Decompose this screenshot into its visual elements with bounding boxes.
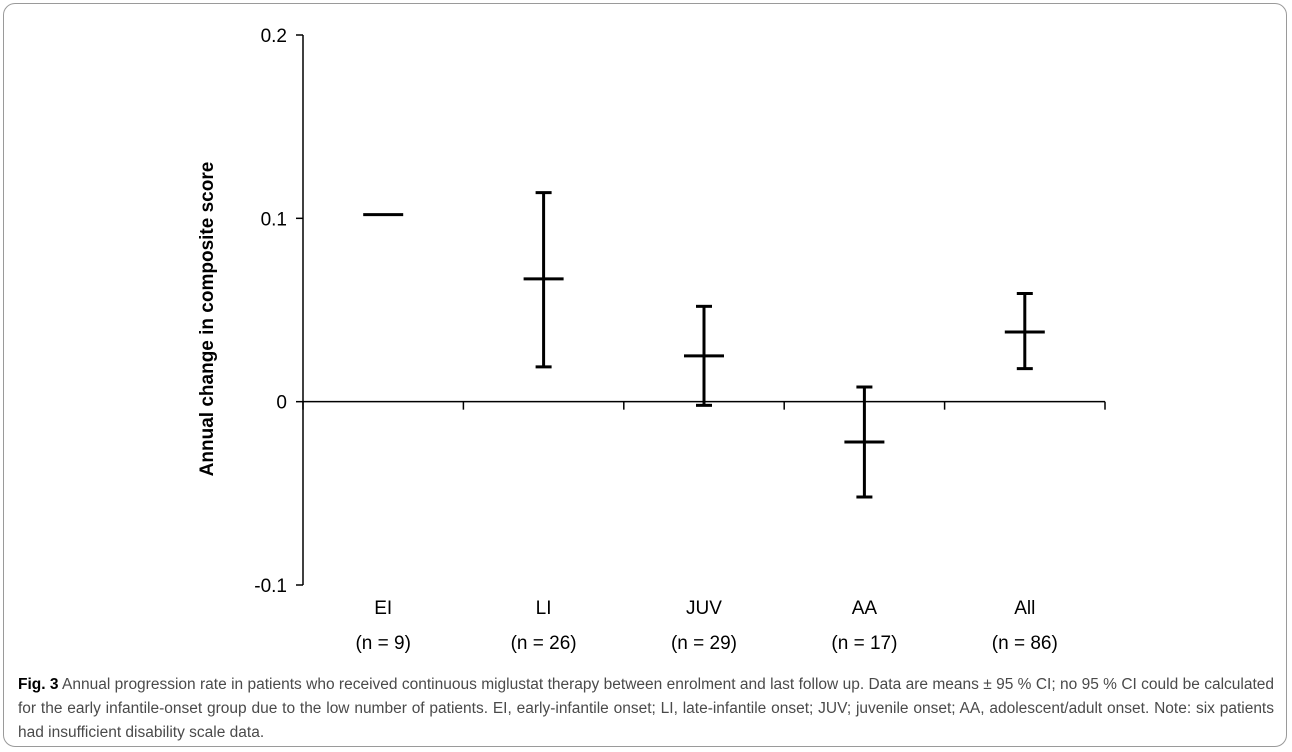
category-n-label: (n = 9) [355,633,410,654]
category-label: JUV [686,598,722,619]
category-label: EI [374,598,392,619]
chart-marks [363,191,1045,499]
figure-label: Fig. 3 [18,676,59,693]
category-n-label: (n = 29) [671,633,737,654]
error-bar-aa [844,385,885,499]
category-label: LI [536,598,552,619]
y-tick-label: -0.1 [254,576,287,597]
category-label: AA [852,598,878,619]
error-bar-juv [684,304,724,407]
error-bar-chart: 0.2 0.1 0 -0.1 EI (n = 9) LI (n = 26) JUV (n = 29… [197,26,1106,654]
category-n-label: (n = 86) [992,633,1058,654]
y-tick-label: 0.2 [261,26,287,47]
y-axis-label: Annual change in composite score [197,162,218,477]
figure-frame [3,3,1287,747]
category-label: All [1014,598,1035,619]
chart-labels: 0.2 0.1 0 -0.1 EI (n = 9) LI (n = 26) JUV (n = 29… [254,26,1058,654]
y-tick-label: 0 [276,393,287,414]
error-bar-all [1004,292,1045,371]
error-bar-li [523,191,564,369]
figure-caption: Fig. 3 Annual progression rate in patien… [18,673,1274,745]
y-tick-label: 0.1 [261,209,287,230]
caption-text: Annual progression rate in patients who … [18,676,1274,741]
chart-axes [296,34,1106,586]
category-n-label: (n = 26) [511,633,577,654]
category-n-label: (n = 17) [831,633,897,654]
